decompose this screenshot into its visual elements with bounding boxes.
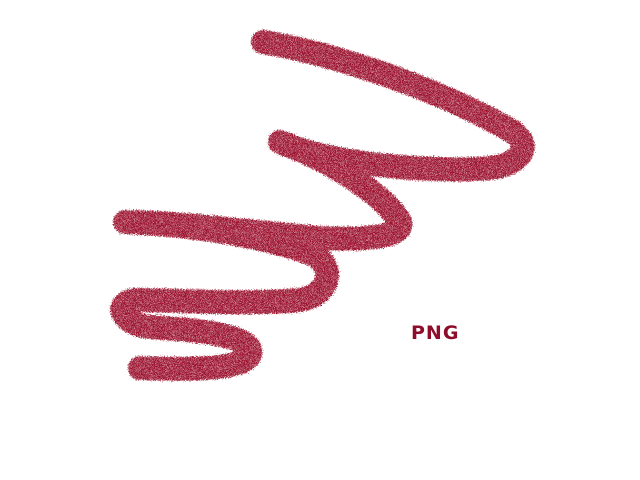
- format-label: PNG: [411, 322, 460, 344]
- scribble-stroke: [110, 30, 535, 381]
